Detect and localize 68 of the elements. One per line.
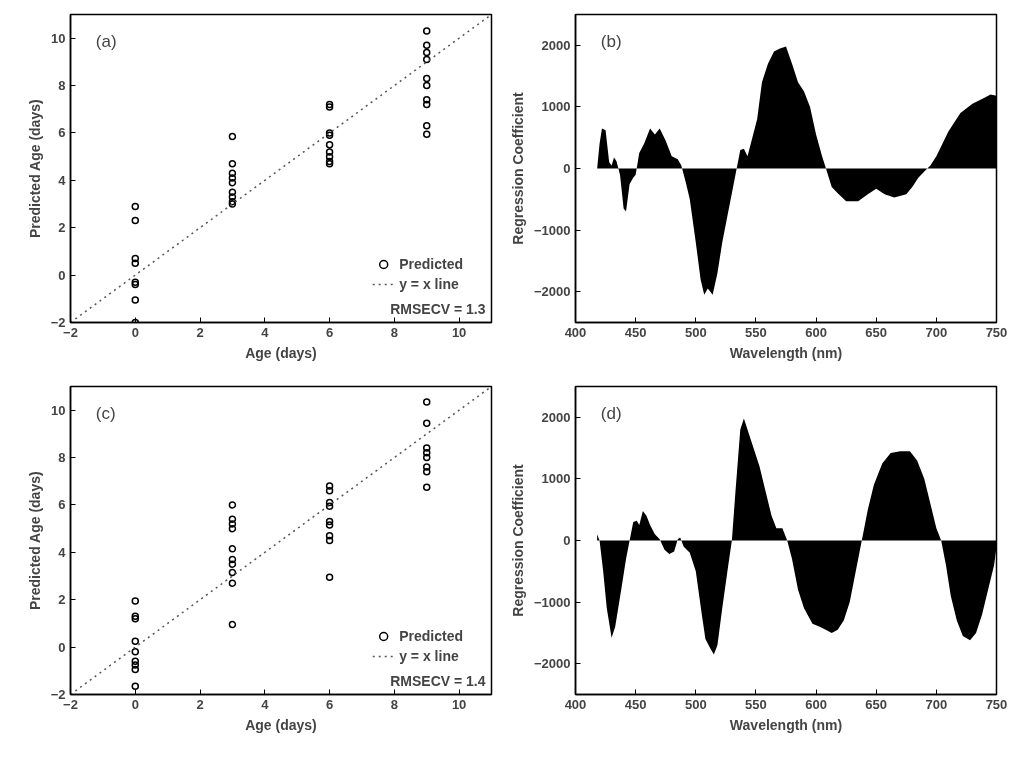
y-tick-label: −2000 — [533, 284, 571, 300]
annotation: (d) — [600, 404, 622, 424]
x-tick-label: 600 — [805, 324, 827, 340]
x-tick-label: 450 — [624, 696, 647, 712]
y-axis-title: Regression Coefficient — [509, 91, 526, 245]
x-tick-label: 10 — [451, 696, 467, 712]
y-axis-title: Predicted Age (days) — [26, 471, 43, 611]
y-tick-label: 0 — [58, 267, 66, 283]
y-tick-label: 6 — [58, 497, 66, 513]
y-tick-label: 2 — [58, 592, 66, 608]
x-axis-title: Wavelength (nm) — [729, 716, 843, 733]
x-tick-label: 2 — [196, 324, 204, 340]
y-tick-label: 0 — [563, 161, 571, 176]
x-axis-title: Age (days) — [245, 716, 317, 733]
x-tick-label: 0 — [131, 696, 139, 712]
x-tick-label: 4 — [261, 696, 270, 712]
y-tick-label: 1000 — [541, 99, 571, 115]
y-axis-title: Regression Coefficient — [509, 463, 526, 617]
legend-label: Predicted — [399, 256, 463, 272]
y-tick-label: 8 — [58, 450, 66, 466]
y-tick-label: −1000 — [533, 594, 571, 610]
x-axis-title: Wavelength (nm) — [729, 344, 843, 361]
x-tick-label: 750 — [985, 324, 1008, 340]
legend-label: y = x line — [399, 648, 459, 664]
x-tick-label: 6 — [325, 324, 334, 340]
x-tick-label: 8 — [390, 324, 398, 340]
y-tick-label: 0 — [58, 639, 66, 655]
y-tick-label: 0 — [563, 533, 571, 548]
y-tick-label: −2000 — [533, 656, 571, 672]
y-tick-label: 8 — [58, 78, 66, 94]
x-tick-label: 4 — [261, 324, 270, 340]
annotation: RMSECV = 1.3 — [390, 300, 486, 317]
x-tick-label: 400 — [564, 696, 587, 712]
annotation: (c) — [95, 404, 116, 424]
legend-label: Predicted — [399, 628, 463, 644]
y-tick-label: 2000 — [541, 409, 571, 425]
y-tick-label: 4 — [58, 172, 67, 188]
x-tick-label: 400 — [564, 324, 587, 340]
y-axis-title: Predicted Age (days) — [26, 99, 43, 239]
legend-label: y = x line — [399, 276, 459, 292]
y-tick-label: 2000 — [541, 37, 571, 53]
x-tick-label: 550 — [745, 324, 767, 340]
annotation: (a) — [95, 32, 117, 52]
y-tick-label: 1000 — [541, 471, 571, 487]
x-tick-label: 750 — [985, 696, 1008, 712]
x-tick-label: 650 — [865, 324, 888, 340]
annotation: (b) — [600, 32, 622, 52]
x-axis-title: Age (days) — [245, 344, 317, 361]
x-tick-label: 550 — [745, 696, 767, 712]
x-tick-label: 8 — [390, 696, 398, 712]
x-tick-label: 700 — [925, 324, 948, 340]
x-tick-label: 6 — [325, 696, 334, 712]
y-tick-label: 6 — [58, 125, 66, 141]
x-tick-label: 650 — [865, 696, 888, 712]
x-tick-label: 700 — [925, 696, 948, 712]
y-tick-label: 2 — [58, 220, 66, 236]
x-tick-label: 450 — [624, 324, 647, 340]
x-tick-label: 500 — [684, 696, 707, 712]
x-tick-label: 2 — [196, 696, 204, 712]
y-tick-label: 10 — [51, 402, 66, 418]
x-tick-label: 600 — [805, 696, 827, 712]
x-tick-label: 500 — [684, 324, 707, 340]
y-tick-label: 4 — [58, 544, 67, 560]
annotation: RMSECV = 1.4 — [390, 672, 486, 689]
y-tick-label: 10 — [51, 30, 66, 46]
x-tick-label: 0 — [131, 324, 139, 340]
y-tick-label: −1000 — [533, 222, 571, 238]
x-tick-label: 10 — [451, 324, 467, 340]
